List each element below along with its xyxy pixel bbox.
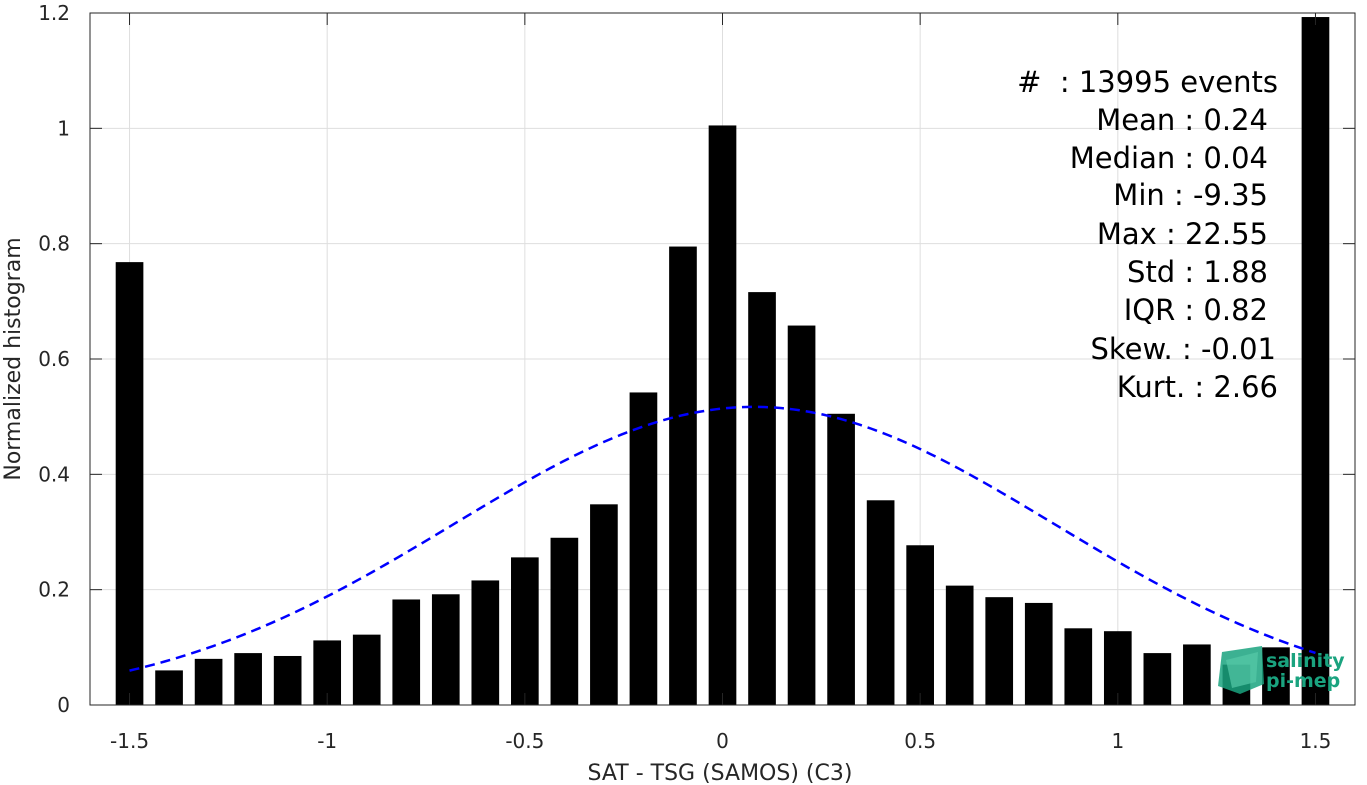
y-tick-label: 1	[57, 116, 70, 140]
stat-min: Min : -9.35	[1113, 178, 1268, 212]
histogram-bar	[1301, 17, 1330, 705]
y-tick-label: 1.2	[38, 1, 70, 25]
x-tick-label: -0.5	[505, 729, 544, 753]
histogram-bar	[431, 594, 460, 705]
histogram-bar	[708, 125, 737, 705]
histogram-bar	[590, 504, 618, 705]
x-tick-label: 1	[1111, 729, 1124, 753]
stat-mean: Mean : 0.24	[1096, 103, 1268, 137]
stat-iqr: IQR : 0.82	[1124, 293, 1268, 327]
histogram-bar	[273, 655, 302, 705]
y-tick-label: 0.4	[38, 462, 70, 486]
logo-text-pimep: pi-mep	[1266, 670, 1340, 692]
histogram-bar	[1103, 631, 1132, 705]
histogram-bar	[352, 634, 381, 705]
x-tick-label: -1	[317, 729, 337, 753]
histogram-bar	[1064, 628, 1093, 705]
histogram-bar	[234, 653, 262, 705]
histogram-bar	[550, 537, 579, 705]
x-tick-label: -1.5	[110, 729, 149, 753]
stat-skew: Skew. : -0.01	[1090, 332, 1276, 366]
x-axis-label: SAT - TSG (SAMOS) (C3)	[588, 761, 853, 785]
histogram-bar	[1024, 602, 1053, 705]
stat-kurt: Kurt. : 2.66	[1117, 370, 1278, 404]
histogram-bar	[866, 500, 895, 705]
histogram-bar	[471, 580, 500, 705]
stat-events: # : 13995 events	[1017, 65, 1278, 99]
histogram-bar	[1143, 653, 1172, 705]
x-tick-labels: -1.5 -1 -0.5 0 0.5 1 1.5	[110, 729, 1331, 753]
y-tick-label: 0.6	[38, 347, 70, 371]
histogram-bar	[155, 670, 183, 705]
histogram-bar	[985, 597, 1014, 705]
x-tick-label: 0.5	[904, 729, 936, 753]
axes	[89, 12, 1356, 706]
logo-mark-facet-icon	[1226, 652, 1258, 688]
histogram-bar	[392, 599, 421, 705]
stat-std: Std : 1.88	[1127, 255, 1268, 289]
stat-median: Median : 0.04	[1070, 141, 1268, 175]
y-axis-label: Normalized histogram	[1, 237, 26, 480]
histogram-bar	[906, 545, 934, 705]
histogram-bar	[1262, 647, 1290, 705]
histogram-bar	[1183, 644, 1211, 705]
y-tick-label: 0	[57, 693, 70, 717]
bars	[115, 17, 1330, 706]
histogram-bar	[827, 413, 855, 705]
y-tick-label: 0.2	[38, 578, 70, 602]
histogram-bar	[115, 262, 144, 705]
histogram-bar	[511, 557, 539, 705]
x-tick-label: 1.5	[1300, 729, 1332, 753]
stat-max: Max : 22.55	[1097, 217, 1268, 251]
gaussian-fit	[129, 405, 1316, 672]
fit-curve	[129, 405, 1316, 672]
y-tick-labels: 0 0.2 0.4 0.6 0.8 1 1.2	[38, 1, 70, 717]
y-tick-label: 0.8	[38, 232, 70, 256]
histogram-bar	[945, 585, 974, 705]
histogram-bar	[194, 658, 223, 705]
stats-box: # : 13995 events Mean : 0.24 Median : 0.…	[1017, 65, 1278, 404]
x-tick-label: 0	[716, 729, 729, 753]
histogram-bar	[669, 246, 697, 706]
histogram-bar	[748, 292, 776, 705]
histogram-bar	[629, 392, 658, 705]
salinity-pimep-logo: salinity pi-mep	[1218, 646, 1345, 694]
logo-text-salinity: salinity	[1266, 650, 1345, 672]
histogram-bar	[787, 325, 816, 705]
